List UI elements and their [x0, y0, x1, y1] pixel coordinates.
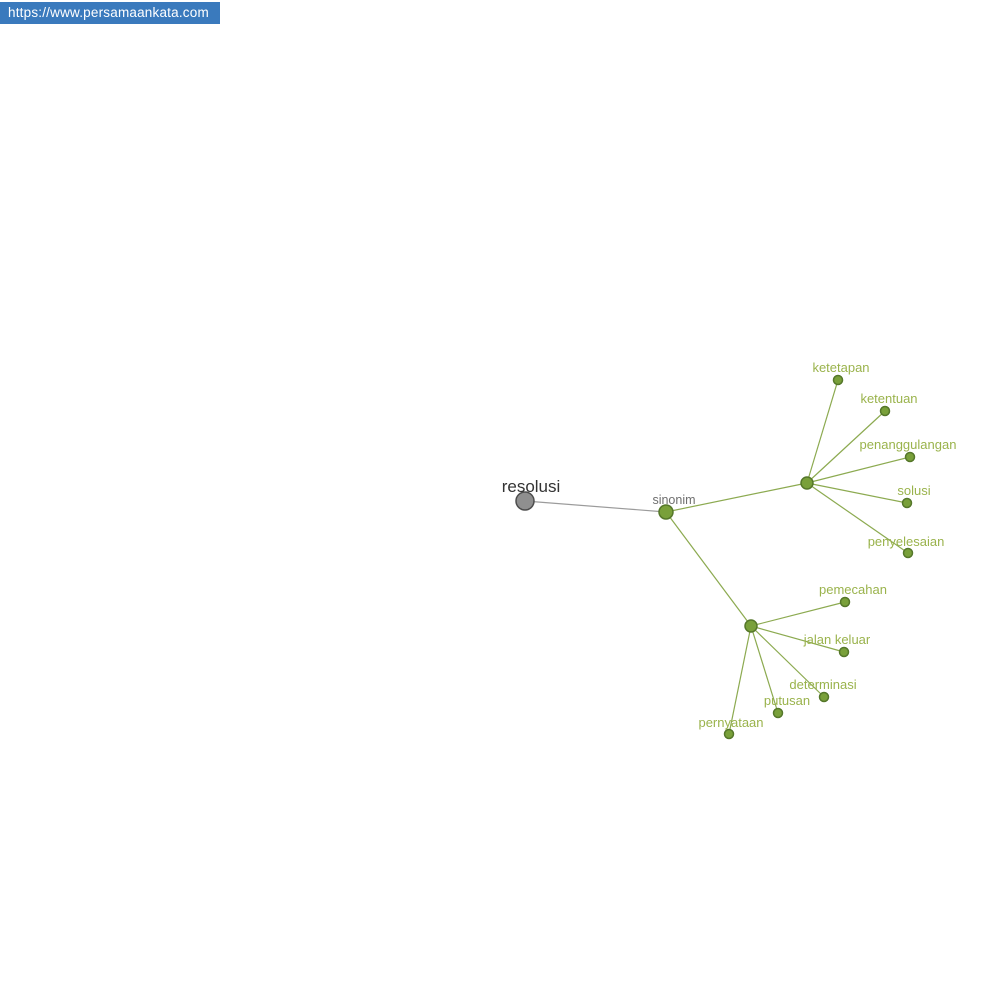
edge-sinonim-group-1	[665, 482, 808, 513]
edge-group-2-putusan	[750, 625, 779, 714]
node-ketentuan[interactable]	[879, 405, 891, 417]
node-pernyataan[interactable]	[723, 728, 735, 740]
url-watermark-badge: https://www.persamaankata.com	[0, 2, 220, 24]
url-watermark-text: https://www.persamaankata.com	[8, 5, 209, 20]
edge-resolusi-sinonim	[524, 500, 667, 513]
node-sinonim[interactable]	[658, 504, 674, 520]
edge-group-2-determinasi	[750, 625, 825, 698]
edge-group-1-ketentuan	[806, 410, 886, 484]
node-label-sinonim[interactable]: sinonim	[652, 493, 695, 507]
node-solusi[interactable]	[901, 497, 913, 509]
node-label-pernyataan[interactable]: pernyataan	[698, 715, 763, 730]
edge-group-2-jalan-keluar	[750, 625, 845, 653]
node-label-solusi[interactable]: solusi	[897, 483, 930, 498]
node-resolusi[interactable]	[515, 491, 535, 511]
node-label-ketetapan[interactable]: ketetapan	[812, 360, 869, 375]
node-group-2[interactable]	[744, 619, 758, 633]
node-label-resolusi[interactable]: resolusi	[502, 477, 561, 496]
node-ketetapan[interactable]	[832, 374, 844, 386]
node-group-1[interactable]	[800, 476, 814, 490]
node-putusan[interactable]	[772, 707, 784, 719]
node-label-penanggulangan[interactable]: penanggulangan	[860, 437, 957, 452]
edge-group-2-pernyataan	[728, 625, 752, 735]
edge-group-2-pemecahan	[750, 601, 846, 627]
node-penyelesaian[interactable]	[902, 547, 914, 559]
edge-group-1-penyelesaian	[806, 482, 909, 554]
node-label-determinasi[interactable]: determinasi	[789, 677, 856, 692]
node-jalan-keluar[interactable]	[838, 646, 850, 658]
edge-sinonim-group-2	[665, 511, 752, 627]
node-pemecahan[interactable]	[839, 596, 851, 608]
node-label-putusan[interactable]: putusan	[764, 693, 810, 708]
node-determinasi[interactable]	[818, 691, 830, 703]
edge-group-1-ketetapan	[806, 379, 839, 484]
node-label-jalan-keluar[interactable]: jalan keluar	[803, 632, 871, 647]
node-label-penyelesaian[interactable]: penyelesaian	[868, 534, 945, 549]
node-label-ketentuan[interactable]: ketentuan	[860, 391, 917, 406]
edge-group-1-solusi	[806, 482, 908, 504]
edge-group-1-penanggulangan	[806, 456, 911, 484]
node-label-pemecahan[interactable]: pemecahan	[819, 582, 887, 597]
node-penanggulangan[interactable]	[904, 451, 916, 463]
